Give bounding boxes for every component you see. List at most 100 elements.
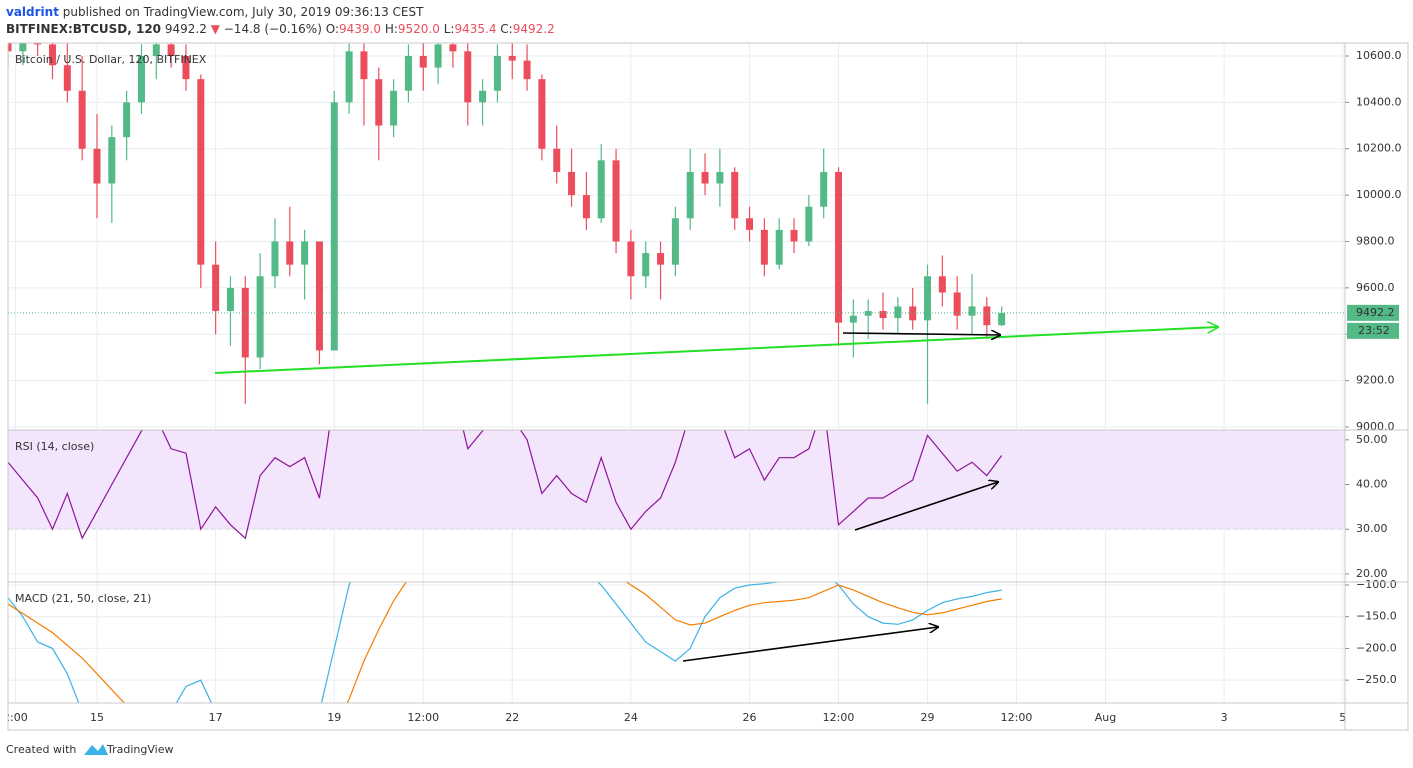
y-tick-label: 10000.0 bbox=[1356, 188, 1402, 201]
candle-body bbox=[63, 65, 71, 91]
y-tick-label: 9000.0 bbox=[1356, 420, 1395, 433]
candle-body bbox=[553, 148, 561, 172]
candle-body bbox=[582, 195, 590, 219]
x-tick-label: 29 bbox=[921, 711, 935, 724]
l-label: L: bbox=[444, 22, 455, 36]
y-tick-label: 10400.0 bbox=[1356, 95, 1402, 108]
candle-body bbox=[894, 306, 902, 319]
y-tick-label: −250.0 bbox=[1356, 673, 1397, 686]
rsi-band bbox=[8, 430, 1345, 530]
series-line bbox=[8, 582, 1002, 703]
candle-body bbox=[479, 90, 487, 103]
footer-brand: TradingView bbox=[106, 743, 173, 756]
last-price-box bbox=[1347, 304, 1399, 321]
logo bbox=[84, 744, 108, 755]
candle-body bbox=[731, 171, 739, 219]
y-tick-label: −100.0 bbox=[1356, 578, 1397, 591]
footer-created: Created with bbox=[6, 743, 76, 756]
trend-line bbox=[214, 327, 1218, 374]
last-price-label: 9492.2 bbox=[1356, 306, 1395, 319]
x-tick-label: 19 bbox=[327, 711, 341, 724]
candle-body bbox=[597, 160, 605, 219]
macd-arrow bbox=[682, 627, 938, 662]
c-label: C: bbox=[500, 22, 512, 36]
candle-body bbox=[301, 241, 309, 265]
candle-body bbox=[419, 55, 427, 68]
candle-body bbox=[746, 218, 754, 230]
candle-body bbox=[271, 241, 279, 277]
chart-frame bbox=[7, 42, 1346, 731]
price-arrow bbox=[842, 333, 1000, 335]
plots: 2:00 15 17 19 12:00 22 24 26 12:00 29 12:00 Aug 3 5 90… bbox=[8, 43, 1402, 724]
y-tick-label: 50.00 bbox=[1356, 433, 1388, 446]
candle-body bbox=[953, 292, 961, 316]
candle-body bbox=[864, 311, 872, 316]
candle-body bbox=[93, 148, 101, 184]
candle-body bbox=[449, 44, 457, 52]
direction: ▼ bbox=[211, 22, 221, 36]
candle-body bbox=[760, 229, 768, 265]
y-tick-label: 9200.0 bbox=[1356, 374, 1395, 387]
symbol-line: BITFINEX:BTCUSD, 120 9492.2 ▼ −14.8 (−0.… bbox=[6, 22, 555, 36]
candle-body bbox=[627, 241, 635, 277]
candle-body bbox=[315, 241, 323, 351]
candle-body bbox=[390, 90, 398, 126]
annotations bbox=[214, 327, 1218, 662]
candle-body bbox=[78, 90, 86, 149]
author: valdrint bbox=[6, 5, 59, 19]
candle-body bbox=[34, 43, 42, 45]
candle-body bbox=[538, 79, 546, 149]
symbol: BITFINEX:BTCUSD, 120 bbox=[6, 22, 161, 36]
candle-body bbox=[790, 229, 798, 242]
candle-body bbox=[360, 51, 368, 80]
h-label: H: bbox=[385, 22, 398, 36]
y-tick-label: 10600.0 bbox=[1356, 49, 1402, 62]
candle-body bbox=[820, 171, 828, 207]
candle-body bbox=[568, 171, 576, 196]
candle-body bbox=[345, 51, 353, 103]
candle-body bbox=[123, 102, 131, 138]
x-tick-label: 3 bbox=[1221, 711, 1228, 724]
candle-body bbox=[909, 306, 917, 321]
candle-body bbox=[8, 43, 12, 52]
x-tick-label: 26 bbox=[743, 711, 757, 724]
candle-body bbox=[671, 218, 679, 265]
header-line: valdrint published on TradingView.com, J… bbox=[6, 5, 424, 19]
x-tick-label: 17 bbox=[209, 711, 223, 724]
countdown-label: 23:52 bbox=[1358, 324, 1390, 337]
candle-body bbox=[523, 60, 531, 80]
candle-body bbox=[805, 206, 813, 242]
pane bbox=[8, 582, 1345, 703]
close: 9492.2 bbox=[513, 22, 555, 36]
series-line bbox=[8, 582, 1002, 703]
candle-body bbox=[212, 264, 220, 312]
candle-body bbox=[182, 55, 190, 80]
x-tick-label: Aug bbox=[1095, 711, 1116, 724]
candle-body bbox=[968, 306, 976, 316]
pane-title: MACD (21, 50, close, 21) bbox=[15, 592, 151, 605]
y-tick-label: 20.00 bbox=[1356, 567, 1388, 580]
rsi-arrow bbox=[854, 482, 998, 531]
pane bbox=[8, 43, 1345, 428]
candle-body bbox=[835, 171, 843, 323]
pane-title: Bitcoin / U.S. Dollar, 120, BITFINEX bbox=[15, 53, 207, 66]
candle-body bbox=[137, 55, 145, 103]
candle-body bbox=[701, 171, 709, 184]
candle-body bbox=[879, 311, 887, 319]
change: −14.8 (−0.16%) bbox=[224, 22, 322, 36]
candle-body bbox=[108, 137, 116, 184]
pane bbox=[8, 430, 1345, 575]
x-tick-label: 12:00 bbox=[823, 711, 855, 724]
y-tick-label: 40.00 bbox=[1356, 478, 1388, 491]
price: 9492.2 bbox=[165, 22, 207, 36]
y-tick-label: 9800.0 bbox=[1356, 234, 1395, 247]
candle-body bbox=[256, 276, 264, 358]
pane-title: RSI (14, close) bbox=[15, 440, 94, 453]
x-tick-label: 12:00 bbox=[407, 711, 439, 724]
candle-body bbox=[493, 55, 501, 91]
candle-body bbox=[19, 43, 27, 52]
axis-frame bbox=[1344, 42, 1409, 731]
candle-body bbox=[330, 102, 338, 351]
candle-body bbox=[152, 44, 160, 56]
